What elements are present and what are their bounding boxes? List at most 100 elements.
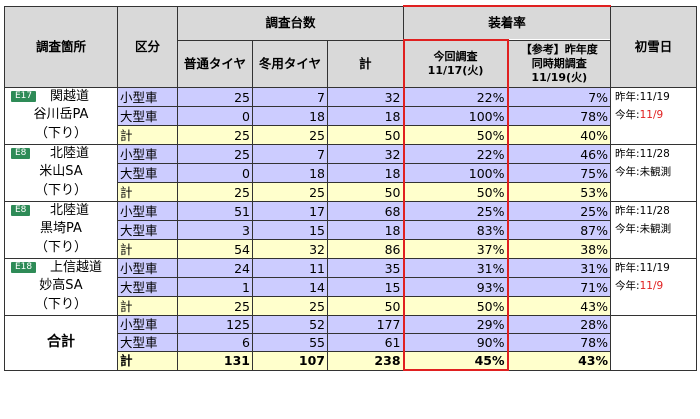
reference-rate-cell: 31% (507, 258, 612, 278)
normal-tire-cell: 54 (177, 239, 253, 259)
winter-tire-cell: 55 (252, 333, 328, 352)
first-snow-cell: 昨年:11/19 今年:11/9 (610, 87, 698, 145)
reference-rate-cell: 43% (507, 296, 612, 316)
road-name: 上信越道 (50, 260, 103, 275)
reference-rate-cell: 53% (507, 182, 612, 202)
reference-rate-cell: 87% (507, 220, 612, 240)
header-current-survey: 今回調査 11/17(火) (402, 39, 509, 88)
header-total: 計 (326, 39, 405, 88)
table-row: E18 上信越道 妙高SA （下り） 小型車 24 11 35 31% 31% 昨年:11… (4, 258, 698, 316)
snow-this-value: 未観測 (639, 223, 672, 235)
location-cell: E8 北陸道 黒埼PA （下り） (4, 201, 118, 259)
header-ref-line1: 【参考】昨年度 (520, 42, 598, 56)
route-badge: E18 (11, 262, 37, 273)
current-rate-cell: 100% (402, 163, 509, 183)
normal-tire-cell: 24 (177, 258, 253, 278)
winter-tire-cell: 7 (252, 144, 328, 164)
category-cell: 小型車 (117, 315, 178, 334)
header-current-line1: 今回調査 (433, 50, 478, 63)
normal-tire-cell: 25 (177, 182, 253, 202)
total-cell: 15 (326, 277, 405, 297)
current-rate-cell: 37% (402, 239, 509, 259)
winter-tire-cell: 52 (252, 315, 328, 334)
station-name: 谷川岳PA (33, 107, 89, 122)
total-cell: 35 (326, 258, 405, 278)
reference-rate-cell: 38% (507, 239, 612, 259)
snow-last-year: 昨年:11/19 (615, 90, 670, 104)
normal-tire-cell: 3 (177, 220, 253, 240)
total-cell: 18 (326, 220, 405, 240)
total-cell: 50 (326, 182, 405, 202)
total-cell: 61 (326, 333, 405, 352)
reference-rate-cell: 46% (507, 144, 612, 164)
total-cell: 68 (326, 201, 405, 221)
total-cell: 32 (326, 87, 405, 107)
current-rate-cell: 25% (402, 201, 509, 221)
current-rate-cell: 100% (402, 106, 509, 126)
table-row: 計 25 25 50 50% 43% (5, 296, 697, 316)
tire-survey-table-wrapper: 調査箇所 区分 調査台数 装着率 初雪日 普通タイヤ 冬用タイヤ 計 今回調査 … (4, 5, 698, 415)
reference-rate-cell: 78% (507, 333, 612, 352)
winter-tire-cell: 15 (252, 220, 328, 240)
road-name: 関越道 (50, 89, 90, 104)
normal-tire-cell: 131 (177, 351, 253, 371)
normal-tire-cell: 1 (177, 277, 253, 297)
winter-tire-cell: 32 (252, 239, 328, 259)
header-category: 区分 (117, 5, 178, 88)
table-row: 計 25 25 50 50% 53% (5, 182, 697, 202)
snow-last-label: 昨年: (615, 91, 640, 103)
current-rate-cell: 22% (402, 144, 509, 164)
normal-tire-cell: 6 (177, 333, 253, 352)
category-cell: 大型車 (117, 220, 178, 240)
header-first-snow: 初雪日 (610, 5, 698, 88)
header-winter-tire: 冬用タイヤ (252, 39, 328, 88)
snow-last-year: 昨年:11/19 (615, 261, 670, 275)
normal-tire-cell: 51 (177, 201, 253, 221)
table-row: E8 北陸道 黒埼PA （下り） 小型車 51 17 68 25% 25% 昨年:11/2… (4, 201, 698, 259)
normal-tire-cell: 25 (177, 87, 253, 107)
category-cell: 大型車 (117, 106, 178, 126)
snow-last-value: 11/28 (639, 148, 670, 160)
route-badge: E17 (11, 91, 37, 102)
snow-this-year: 今年:11/9 (615, 279, 663, 293)
current-rate-cell: 22% (402, 87, 509, 107)
grand-total-label: 合計 (4, 315, 118, 371)
winter-tire-cell: 11 (252, 258, 328, 278)
normal-tire-cell: 25 (177, 125, 253, 145)
location-cell: E8 北陸道 米山SA （下り） (4, 144, 118, 202)
header-ref-line2: 同時期調査 (531, 56, 587, 70)
total-cell: 18 (326, 163, 405, 183)
snow-this-value: 11/9 (639, 280, 664, 292)
snow-this-value: 11/9 (639, 109, 664, 121)
winter-tire-cell: 7 (252, 87, 328, 107)
normal-tire-cell: 0 (177, 163, 253, 183)
reference-rate-cell: 75% (507, 163, 612, 183)
snow-last-value: 11/19 (639, 262, 670, 274)
category-cell: 小型車 (117, 201, 178, 221)
total-cell: 238 (326, 351, 405, 371)
normal-tire-cell: 125 (177, 315, 253, 334)
table-row: E8 北陸道 米山SA （下り） 小型車 25 7 32 22% 46% 昨年:11/28… (4, 144, 698, 202)
table-row: 計 25 25 50 50% 40% (5, 125, 697, 145)
direction-label: （下り） (34, 297, 87, 312)
winter-tire-cell: 18 (252, 163, 328, 183)
winter-tire-cell: 18 (252, 106, 328, 126)
current-rate-cell: 83% (402, 220, 509, 240)
snow-last-year: 昨年:11/28 (615, 204, 670, 218)
grand-total-row: 合計 小型車 125 52 177 29% 28% (4, 315, 698, 371)
current-rate-cell: 29% (402, 315, 509, 334)
snow-this-year: 今年:未観測 (615, 222, 671, 236)
snow-last-label: 昨年: (615, 148, 640, 160)
route-badge: E8 (11, 205, 31, 216)
reference-rate-cell: 43% (507, 351, 612, 371)
grand-total-row: 大型車 6 55 61 90% 78% (5, 333, 697, 352)
road-name: 北陸道 (50, 146, 90, 161)
first-snow-cell-empty (610, 315, 698, 371)
first-snow-cell: 昨年:11/28 今年:未観測 (610, 201, 698, 259)
grand-total-row: 計 131 107 238 45% 43% (5, 351, 697, 371)
route-badge: E8 (11, 148, 31, 159)
snow-last-value: 11/19 (639, 91, 670, 103)
current-rate-cell: 93% (402, 277, 509, 297)
winter-tire-cell: 14 (252, 277, 328, 297)
snow-this-label: 今年: (615, 109, 640, 121)
